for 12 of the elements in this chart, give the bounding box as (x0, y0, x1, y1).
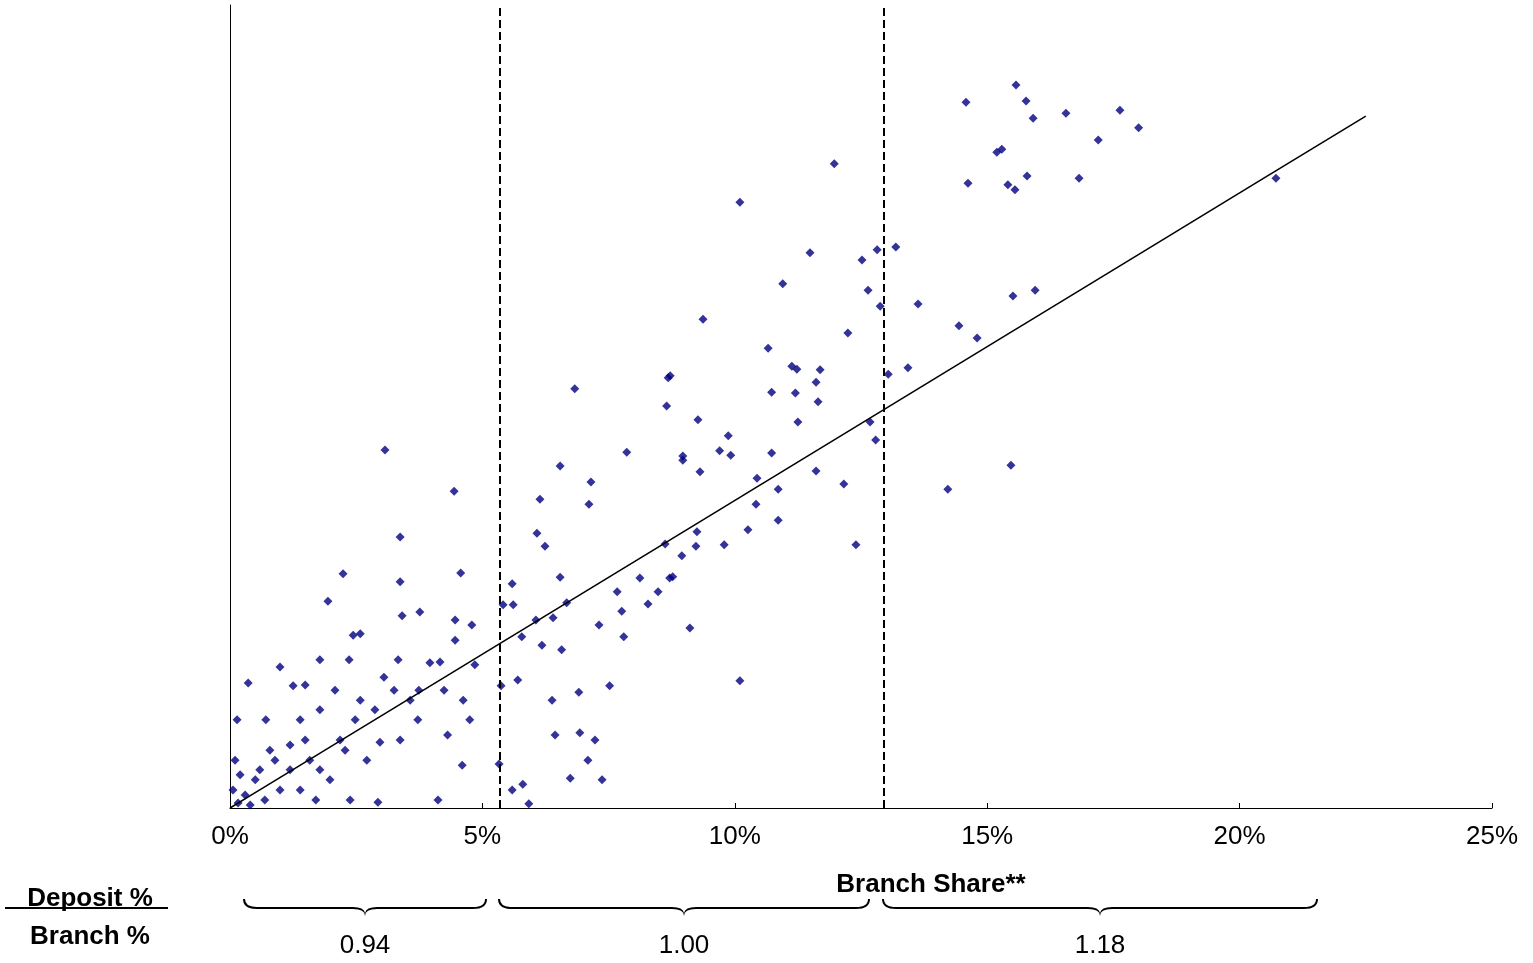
x-tick-label: 25% (1465, 820, 1519, 850)
text: 1.00 (658, 928, 710, 960)
text: Deposit % (27, 881, 153, 913)
text: 1.18 (1074, 928, 1126, 960)
text: Branch % (30, 919, 150, 951)
text: 0.94 (339, 928, 391, 960)
x-tick-label: 15% (961, 820, 1014, 850)
x-tick-label: 20% (1213, 820, 1266, 850)
x-axis-title: Branch Share** (836, 868, 1027, 898)
x-tick-label: 10% (708, 820, 761, 850)
x-tick-label: 0% (211, 820, 249, 850)
x-tick-label: 5% (463, 820, 502, 850)
